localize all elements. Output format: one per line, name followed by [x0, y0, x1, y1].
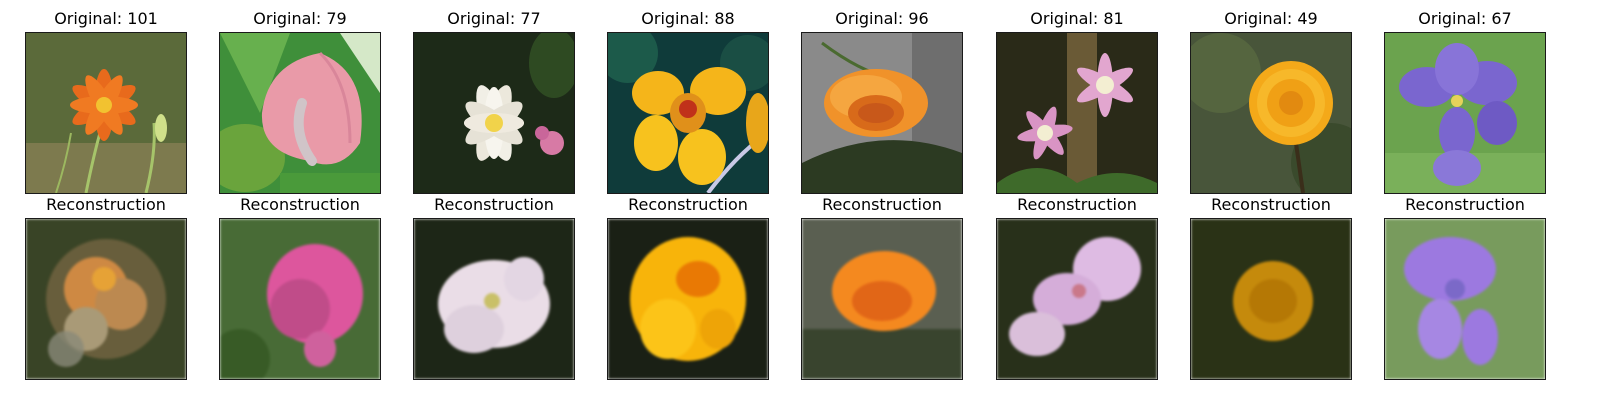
original-image-7	[1190, 32, 1352, 194]
pink-anthurium-photo	[220, 33, 380, 193]
reconstruction-title-6: Reconstruction	[1017, 195, 1137, 214]
reconstructed-pink-clematis	[997, 219, 1157, 379]
purple-iris-photo	[1385, 33, 1545, 193]
reconstruction-title-8: Reconstruction	[1405, 195, 1525, 214]
reconstruction-image-7	[1190, 218, 1352, 380]
original-title-6: Original: 81	[1030, 9, 1124, 28]
original-title-2: Original: 79	[253, 9, 347, 28]
original-title-5: Original: 96	[835, 9, 929, 28]
original-image-5	[801, 32, 963, 194]
pink-clematis-photo	[997, 33, 1157, 193]
yellow-nasturtium-photo	[608, 33, 768, 193]
reconstructed-orange-lily	[26, 219, 186, 379]
reconstruction-image-3	[413, 218, 575, 380]
reconstruction-title-2: Reconstruction	[240, 195, 360, 214]
reconstruction-image-6	[996, 218, 1158, 380]
reconstruction-title-7: Reconstruction	[1211, 195, 1331, 214]
original-image-3	[413, 32, 575, 194]
yellow-dandelion-photo	[1191, 33, 1351, 193]
original-title-4: Original: 88	[641, 9, 735, 28]
reconstructed-yellow-dandelion	[1191, 219, 1351, 379]
original-image-8	[1384, 32, 1546, 194]
reconstructed-purple-iris	[1385, 219, 1545, 379]
reconstruction-image-5	[801, 218, 963, 380]
reconstruction-image-8	[1384, 218, 1546, 380]
orange-globe-photo	[802, 33, 962, 193]
reconstructed-white-lotus	[414, 219, 574, 379]
orange-lily-photo	[26, 33, 186, 193]
reconstructed-pink-anthurium	[220, 219, 380, 379]
reconstruction-image-4	[607, 218, 769, 380]
white-lotus-photo	[414, 33, 574, 193]
reconstruction-title-1: Reconstruction	[46, 195, 166, 214]
original-title-7: Original: 49	[1224, 9, 1318, 28]
reconstructed-yellow-nasturtium	[608, 219, 768, 379]
original-image-4	[607, 32, 769, 194]
reconstruction-image-2	[219, 218, 381, 380]
original-title-1: Original: 101	[54, 9, 158, 28]
reconstruction-image-1	[25, 218, 187, 380]
original-title-3: Original: 77	[447, 9, 541, 28]
reconstruction-title-3: Reconstruction	[434, 195, 554, 214]
reconstruction-title-4: Reconstruction	[628, 195, 748, 214]
reconstructed-orange-globe	[802, 219, 962, 379]
reconstruction-title-5: Reconstruction	[822, 195, 942, 214]
original-image-6	[996, 32, 1158, 194]
original-image-2	[219, 32, 381, 194]
original-title-8: Original: 67	[1418, 9, 1512, 28]
original-image-1	[25, 32, 187, 194]
